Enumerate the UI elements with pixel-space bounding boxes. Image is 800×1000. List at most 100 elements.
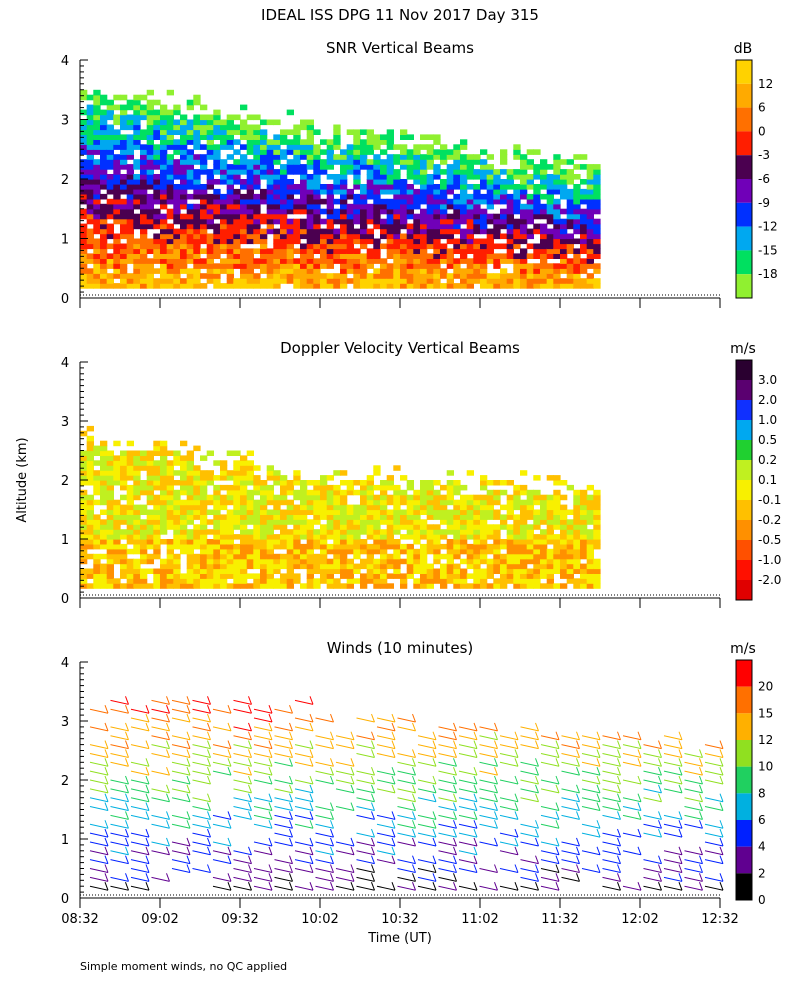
heatmap-cell	[233, 283, 241, 289]
heatmap-cell	[273, 174, 281, 180]
heatmap-cell	[360, 480, 368, 486]
heatmap-cell	[240, 519, 248, 525]
heatmap-cell	[86, 445, 94, 452]
heatmap-cell	[120, 470, 128, 476]
wind-barb-flag	[289, 820, 293, 829]
wind-barb-flag	[227, 855, 232, 864]
heatmap-cell	[80, 534, 88, 540]
wind-barb	[684, 868, 703, 873]
heatmap-cell	[180, 139, 188, 145]
heatmap-cell	[406, 504, 414, 511]
heatmap-cell	[100, 164, 108, 170]
heatmap-cell	[126, 283, 134, 289]
heatmap-cell	[480, 193, 488, 200]
heatmap-cell	[153, 243, 161, 250]
heatmap-cell	[240, 248, 248, 254]
heatmap-cell	[133, 583, 141, 589]
heatmap-cell	[126, 278, 134, 284]
heatmap-cell	[93, 174, 101, 180]
heatmap-cell	[366, 193, 374, 200]
heatmap-cell	[560, 159, 568, 165]
heatmap-cell	[160, 509, 168, 515]
heatmap-cell	[253, 193, 261, 200]
heatmap-cell	[400, 238, 408, 245]
heatmap-cell	[146, 534, 154, 540]
heatmap-cell	[113, 470, 121, 476]
heatmap-cell	[140, 489, 148, 496]
heatmap-cell	[133, 179, 141, 185]
colorbar-label: -12	[758, 220, 778, 234]
heatmap-cell	[406, 553, 414, 560]
heatmap-cell	[246, 213, 254, 220]
y-tick-label: 4	[61, 54, 69, 69]
heatmap-cell	[226, 184, 234, 190]
heatmap-cell	[253, 208, 261, 215]
heatmap-cell	[273, 499, 281, 506]
heatmap-cell	[180, 203, 188, 210]
wind-barb-flag	[473, 828, 478, 838]
heatmap-cell	[533, 188, 541, 195]
heatmap-cell	[146, 193, 154, 200]
heatmap-cell	[480, 578, 488, 584]
heatmap-cell	[540, 494, 548, 501]
heatmap-cell	[346, 519, 354, 525]
heatmap-cell	[320, 558, 328, 565]
wind-barb-flag	[248, 882, 252, 891]
heatmap-cell	[266, 253, 274, 259]
wind-barb	[294, 868, 314, 873]
wind-barb-flag	[125, 802, 129, 811]
wind-barb-flag	[535, 837, 539, 847]
wind-barb	[499, 850, 519, 856]
heatmap-cell	[320, 278, 328, 284]
heatmap-cell	[453, 238, 461, 245]
heatmap-cell	[213, 563, 221, 570]
heatmap-cell	[360, 263, 368, 269]
heatmap-cell	[106, 568, 114, 574]
wind-barb	[663, 761, 683, 767]
heatmap-cell	[106, 524, 114, 530]
heatmap-cell	[240, 213, 248, 220]
heatmap-cell	[566, 568, 574, 574]
heatmap-cell	[380, 134, 388, 140]
heatmap-cell	[393, 248, 401, 254]
heatmap-cell	[266, 223, 274, 230]
heatmap-cell	[220, 134, 228, 140]
wind-barb-flag	[125, 784, 129, 794]
heatmap-cell	[180, 548, 188, 555]
heatmap-cell	[426, 283, 434, 289]
heatmap-cell	[126, 568, 134, 574]
heatmap-cell	[353, 543, 361, 550]
wind-barb	[417, 885, 437, 891]
heatmap-cell	[213, 203, 221, 210]
heatmap-cell	[193, 273, 201, 279]
heatmap-cell	[293, 169, 301, 175]
wind-barb-flag	[432, 775, 437, 785]
wind-barb-flag	[637, 740, 642, 749]
heatmap-cell	[213, 213, 221, 220]
heatmap-cell	[566, 548, 574, 555]
heatmap-cell	[340, 534, 348, 540]
heatmap-cell	[453, 208, 461, 215]
heatmap-cell	[273, 480, 281, 486]
heatmap-cell	[246, 573, 254, 579]
heatmap-cell	[186, 475, 194, 481]
heatmap-cell	[133, 139, 141, 145]
heatmap-cell	[573, 529, 581, 535]
wind-barb	[643, 744, 662, 750]
heatmap-cell	[293, 509, 301, 515]
heatmap-cell	[520, 529, 528, 535]
heatmap-cell	[453, 543, 461, 550]
heatmap-cell	[500, 223, 508, 230]
heatmap-cell	[593, 494, 601, 501]
heatmap-cell	[493, 534, 501, 540]
heatmap-cell	[120, 134, 128, 140]
wind-barb-flag	[391, 740, 396, 749]
heatmap-cell	[580, 534, 588, 540]
heatmap-cell	[233, 553, 241, 560]
heatmap-cell	[153, 504, 161, 511]
heatmap-cell	[480, 273, 488, 279]
heatmap-cell	[393, 553, 401, 560]
heatmap-cell	[286, 109, 294, 116]
heatmap-cell	[113, 164, 121, 170]
wind-barb-flag	[453, 740, 457, 749]
